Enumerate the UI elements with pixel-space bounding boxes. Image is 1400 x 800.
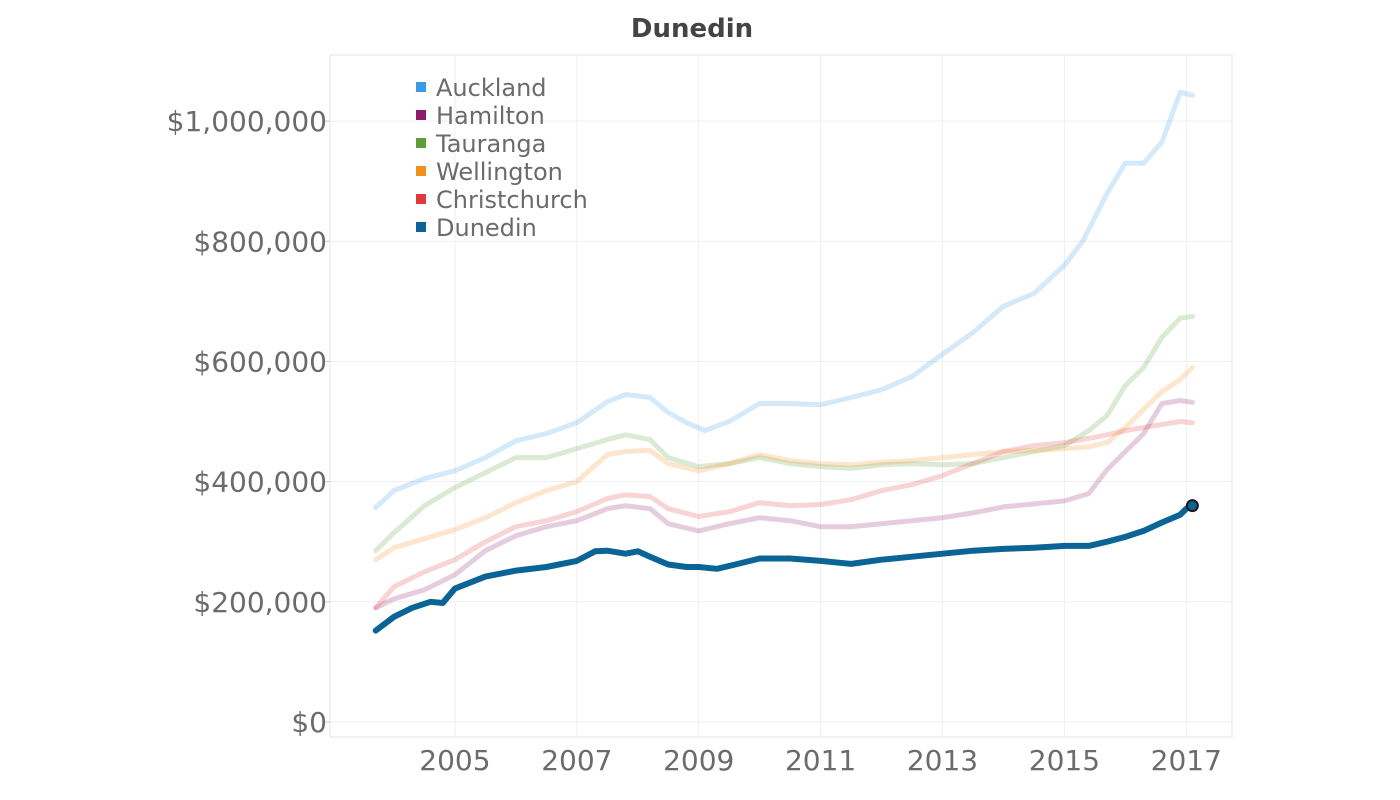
legend-swatch-wellington	[416, 166, 426, 176]
series-line-wellington	[373, 365, 1195, 563]
legend-label-auckland: Auckland	[436, 74, 547, 102]
series-line-dunedin	[372, 502, 1196, 634]
plot-area-frame	[329, 54, 1233, 738]
chart-title: Dunedin	[630, 14, 754, 44]
legend-label-tauranga: Tauranga	[435, 130, 546, 158]
x-tick-label: 2017	[1151, 744, 1222, 777]
series-endpoint-dunedin	[1185, 499, 1199, 513]
legend-swatch-auckland	[416, 82, 426, 92]
y-tick-label: $200,000	[193, 586, 327, 619]
series-line-christchurch	[373, 419, 1195, 611]
y-tick-label: $1,000,000	[167, 105, 327, 138]
x-tick-label: 2007	[541, 744, 612, 777]
legend-label-hamilton: Hamilton	[436, 102, 545, 130]
y-tick-label: $400,000	[193, 466, 327, 499]
y-tick-label: $600,000	[193, 345, 327, 378]
legend-swatch-tauranga	[416, 138, 426, 148]
legend-swatch-dunedin	[416, 222, 426, 232]
legend-label-dunedin: Dunedin	[436, 214, 537, 242]
y-tick-label: $0	[291, 706, 327, 739]
x-tick-label: 2005	[419, 744, 490, 777]
legend-label-wellington: Wellington	[436, 158, 563, 186]
legend-swatch-hamilton	[416, 110, 426, 120]
series-line-tauranga	[373, 313, 1195, 554]
x-tick-label: 2015	[1029, 744, 1100, 777]
legend-swatch-christchurch	[416, 194, 426, 204]
x-tick-label: 2009	[663, 744, 734, 777]
series-line-auckland	[373, 89, 1195, 510]
x-tick-label: 2013	[907, 744, 978, 777]
y-tick-label: $800,000	[193, 225, 327, 258]
series-line-hamilton	[373, 398, 1195, 611]
legend-label-christchurch: Christchurch	[436, 186, 588, 214]
x-tick-label: 2011	[785, 744, 856, 777]
